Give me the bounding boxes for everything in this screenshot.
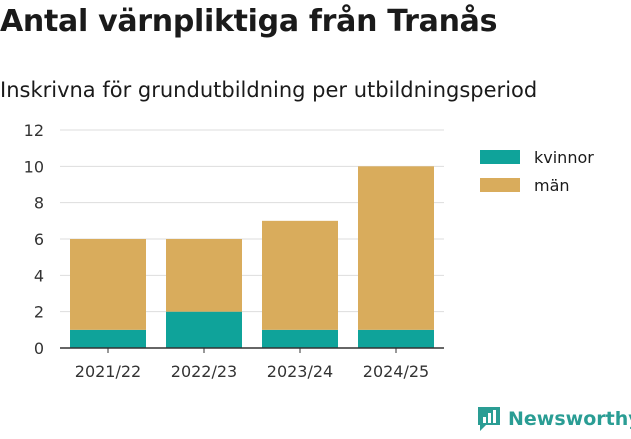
newsworthy-logo: Newsworthy (476, 405, 631, 433)
bar-män-2021/22 (70, 239, 146, 330)
bar-kvinnor-2024/25 (358, 329, 434, 348)
brand-name: Newsworthy (508, 408, 631, 430)
y-tick-label: 8 (34, 194, 44, 213)
bar-kvinnor-2022/23 (166, 311, 242, 348)
legend-label-män: män (534, 176, 570, 195)
y-axis-ticks: 0 2 4 6 8 10 12 (24, 121, 44, 358)
y-tick-label: 10 (24, 157, 44, 176)
newsworthy-icon (478, 407, 500, 431)
y-tick-label: 2 (34, 303, 44, 322)
bar-män-2022/23 (166, 239, 242, 312)
bar-kvinnor-2023/24 (262, 329, 338, 348)
bar-män-2023/24 (262, 220, 338, 330)
x-axis-ticks: 2021/22 2022/23 2023/24 2024/25 (75, 348, 429, 381)
x-tick-label: 2021/22 (75, 362, 141, 381)
y-tick-label: 0 (34, 339, 44, 358)
bar-män-2024/25 (358, 166, 434, 330)
x-tick-label: 2023/24 (267, 362, 333, 381)
x-tick-label: 2022/23 (171, 362, 237, 381)
y-tick-label: 6 (34, 230, 44, 249)
legend-label-kvinnor: kvinnor (534, 148, 594, 167)
legend-swatch-män (480, 178, 520, 192)
x-tick-label: 2024/25 (363, 362, 429, 381)
bar-kvinnor-2021/22 (70, 329, 146, 348)
legend-swatch-kvinnor (480, 150, 520, 164)
y-tick-label: 4 (34, 266, 44, 285)
bars (70, 166, 434, 348)
chart-title: Antal värnpliktiga från Tranås (0, 4, 498, 39)
y-tick-label: 12 (24, 121, 44, 140)
legend: kvinnor män (480, 148, 594, 195)
chart-subtitle: Inskrivna för grundutbildning per utbild… (0, 78, 538, 102)
